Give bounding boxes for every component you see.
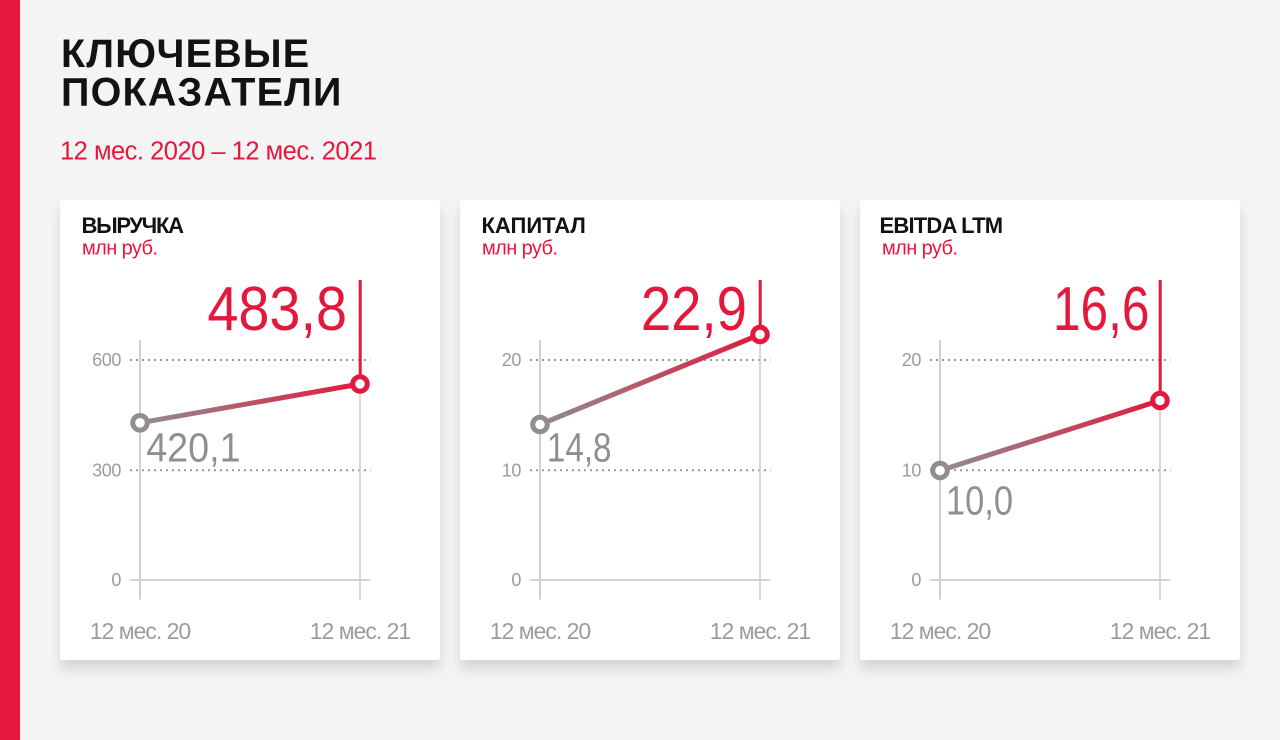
svg-text:12 мес. 21: 12 мес. 21 (310, 618, 411, 644)
svg-text:483,8: 483,8 (207, 275, 347, 343)
svg-text:16,6: 16,6 (1053, 274, 1150, 344)
svg-text:12 мес. 21: 12 мес. 21 (710, 618, 811, 644)
svg-text:млн руб.: млн руб. (882, 237, 957, 259)
svg-text:14,8: 14,8 (547, 424, 612, 470)
svg-text:0: 0 (911, 570, 921, 590)
svg-text:КАПИТАЛ: КАПИТАЛ (482, 213, 586, 238)
svg-text:600: 600 (92, 350, 121, 370)
svg-text:12 мес. 20: 12 мес. 20 (90, 618, 191, 644)
svg-text:ВЫРУЧКА: ВЫРУЧКА (82, 213, 185, 238)
svg-text:ПОКАЗАТЕЛИ: ПОКАЗАТЕЛИ (61, 71, 343, 115)
svg-text:10: 10 (902, 461, 922, 481)
svg-text:12 мес. 2020 – 12 мес. 2021: 12 мес. 2020 – 12 мес. 2021 (60, 138, 376, 166)
svg-text:0: 0 (511, 570, 521, 590)
svg-text:млн руб.: млн руб. (482, 237, 557, 259)
svg-text:12 мес. 20: 12 мес. 20 (490, 618, 591, 644)
svg-text:20: 20 (502, 350, 522, 370)
svg-text:12 мес. 20: 12 мес. 20 (890, 618, 991, 644)
svg-text:КЛЮЧЕВЫЕ: КЛЮЧЕВЫЕ (61, 32, 310, 76)
svg-text:10: 10 (502, 461, 522, 481)
svg-text:10,0: 10,0 (946, 479, 1013, 524)
svg-text:300: 300 (92, 461, 121, 481)
svg-text:20: 20 (902, 350, 922, 370)
svg-text:EBITDA LTM: EBITDA LTM (880, 213, 1003, 238)
svg-text:420,1: 420,1 (146, 425, 240, 471)
svg-text:млн руб.: млн руб. (82, 237, 157, 259)
svg-text:12 мес. 21: 12 мес. 21 (1110, 618, 1211, 644)
svg-text:0: 0 (111, 570, 121, 590)
svg-text:22,9: 22,9 (641, 275, 747, 344)
